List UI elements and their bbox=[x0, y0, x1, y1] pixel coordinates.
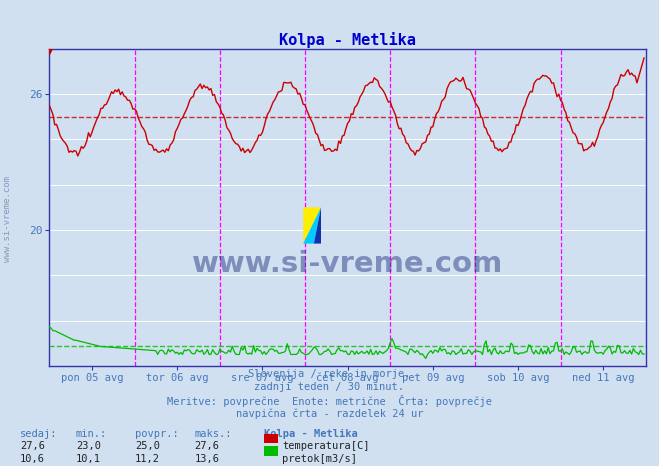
Text: 23,0: 23,0 bbox=[76, 441, 101, 451]
Text: 25,0: 25,0 bbox=[135, 441, 160, 451]
Title: Kolpa - Metlika: Kolpa - Metlika bbox=[279, 32, 416, 48]
Text: 27,6: 27,6 bbox=[194, 441, 219, 451]
Text: www.si-vreme.com: www.si-vreme.com bbox=[3, 176, 13, 262]
Polygon shape bbox=[303, 207, 321, 244]
Text: 11,2: 11,2 bbox=[135, 454, 160, 464]
Text: temperatura[C]: temperatura[C] bbox=[282, 441, 370, 451]
Text: 10,6: 10,6 bbox=[20, 454, 45, 464]
Text: 10,1: 10,1 bbox=[76, 454, 101, 464]
Text: www.si-vreme.com: www.si-vreme.com bbox=[192, 250, 503, 278]
Text: navpična črta - razdelek 24 ur: navpična črta - razdelek 24 ur bbox=[236, 408, 423, 419]
Text: 27,6: 27,6 bbox=[20, 441, 45, 451]
Text: min.:: min.: bbox=[76, 429, 107, 439]
Text: povpr.:: povpr.: bbox=[135, 429, 179, 439]
Polygon shape bbox=[314, 207, 321, 244]
Text: sedaj:: sedaj: bbox=[20, 429, 57, 439]
Text: Meritve: povprečne  Enote: metrične  Črta: povprečje: Meritve: povprečne Enote: metrične Črta:… bbox=[167, 395, 492, 407]
Text: pretok[m3/s]: pretok[m3/s] bbox=[282, 454, 357, 464]
Text: 13,6: 13,6 bbox=[194, 454, 219, 464]
Polygon shape bbox=[303, 207, 321, 244]
Text: maks.:: maks.: bbox=[194, 429, 232, 439]
Text: Slovenija / reke in morje.: Slovenija / reke in morje. bbox=[248, 369, 411, 379]
Text: zadnji teden / 30 minut.: zadnji teden / 30 minut. bbox=[254, 382, 405, 392]
Text: Kolpa - Metlika: Kolpa - Metlika bbox=[264, 429, 357, 439]
